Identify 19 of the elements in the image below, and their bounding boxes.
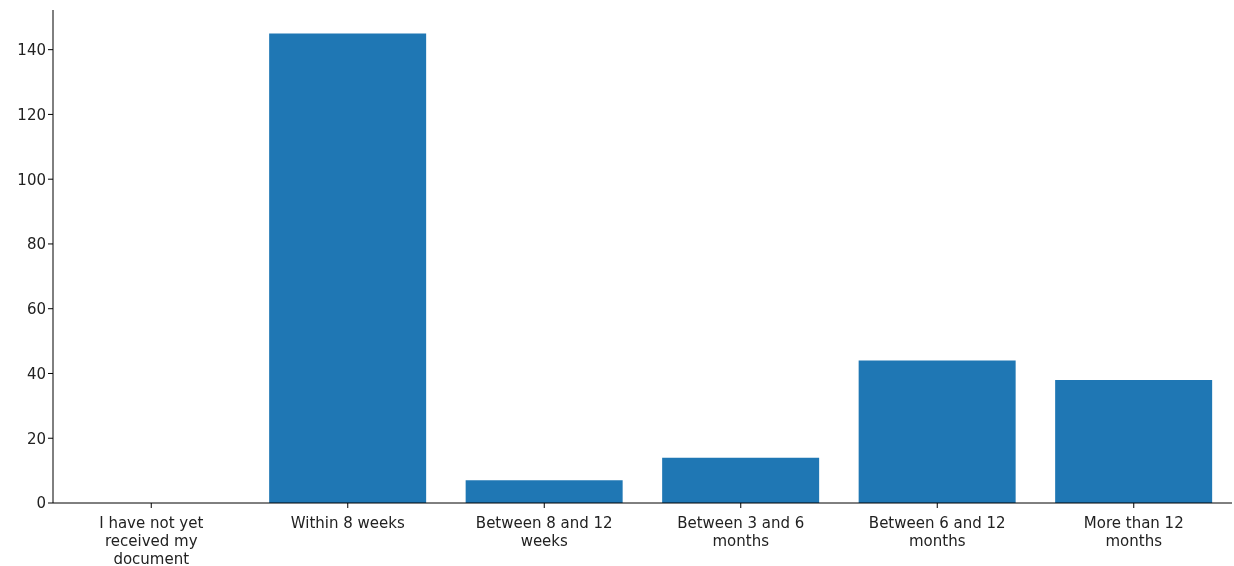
bar: [662, 457, 820, 503]
y-tick-label: 20: [26, 429, 46, 448]
bar: [465, 480, 623, 503]
y-tick-label: 80: [26, 235, 46, 254]
bar: [858, 360, 1016, 503]
y-tick-label: 40: [26, 364, 46, 383]
y-tick-label: 140: [17, 40, 46, 59]
y-tick-label: 100: [17, 170, 46, 189]
x-tick-label: Between 6 and 12 months: [868, 514, 1006, 550]
x-tick-label: I have not yet received my document: [99, 514, 204, 566]
x-tick-label: Between 3 and 6 months: [677, 514, 805, 550]
x-tick-label: Between 8 and 12 weeks: [475, 514, 613, 550]
bar: [1055, 379, 1213, 503]
bar: [269, 33, 427, 503]
x-tick-label: More than 12 months: [1083, 514, 1184, 550]
y-tick-label: 0: [36, 494, 46, 513]
y-tick-label: 60: [26, 300, 46, 319]
x-tick-label: Within 8 weeks: [290, 514, 405, 532]
y-tick-label: 120: [17, 105, 46, 124]
